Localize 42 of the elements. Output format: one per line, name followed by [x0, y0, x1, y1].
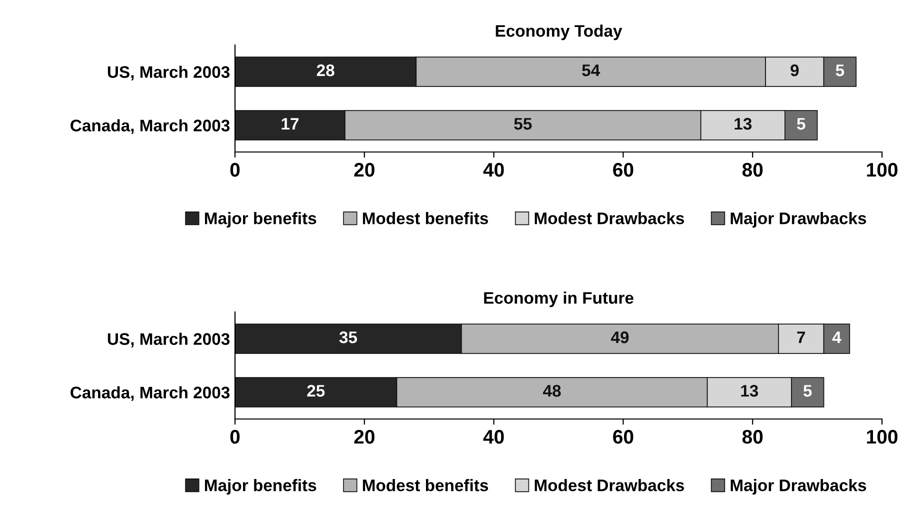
- legend-label: Major Drawbacks: [730, 479, 866, 495]
- x-tick-label: 0: [230, 430, 240, 444]
- data-label: 9: [790, 64, 799, 76]
- data-label: 48: [543, 384, 561, 397]
- x-tick-label: 80: [742, 430, 763, 444]
- data-label: 35: [339, 331, 358, 344]
- y-tick-label: US, March 2003: [108, 332, 230, 348]
- legend-label: Major benefits: [204, 212, 316, 228]
- x-tick-label: 20: [354, 162, 374, 177]
- data-label: 54: [582, 64, 600, 76]
- x-tick-label: 60: [613, 430, 634, 444]
- data-label: 5: [836, 64, 844, 76]
- data-label: 13: [734, 118, 752, 130]
- y-tick-label: Canada, March 2003: [70, 119, 230, 134]
- x-tick-label: 100: [867, 162, 898, 177]
- data-label: 28: [316, 64, 334, 76]
- chart-title: Economy Today: [496, 24, 622, 40]
- legend-label: Major benefits: [204, 479, 316, 495]
- data-label: 5: [803, 385, 812, 397]
- data-label: 17: [282, 118, 299, 130]
- x-tick-label: 0: [230, 162, 240, 177]
- y-tick-label: Canada, March 2003: [70, 386, 230, 401]
- y-tick-label: US, March 2003: [108, 66, 230, 80]
- chart-title: Economy in Future: [484, 292, 634, 308]
- data-label: 13: [741, 384, 758, 397]
- legend-label: Modest benefits: [362, 479, 488, 492]
- data-label: 5: [797, 118, 806, 130]
- legend-label: Modest Drawbacks: [534, 479, 684, 492]
- legend-label: Major Drawbacks: [730, 212, 866, 228]
- x-tick-label: 80: [742, 162, 763, 177]
- data-label: 7: [797, 332, 806, 344]
- x-tick-label: 20: [354, 430, 374, 444]
- legend-label: Modest Drawbacks: [534, 212, 684, 224]
- data-label: 4: [832, 332, 842, 344]
- data-label: 49: [610, 331, 629, 344]
- legend-label: Modest benefits: [362, 212, 488, 224]
- data-label: 55: [514, 118, 532, 130]
- x-tick-label: 60: [613, 162, 634, 177]
- data-label: 25: [307, 384, 325, 397]
- x-tick-label: 40: [483, 430, 504, 444]
- x-tick-label: 40: [483, 162, 504, 177]
- x-tick-label: 100: [867, 430, 898, 444]
